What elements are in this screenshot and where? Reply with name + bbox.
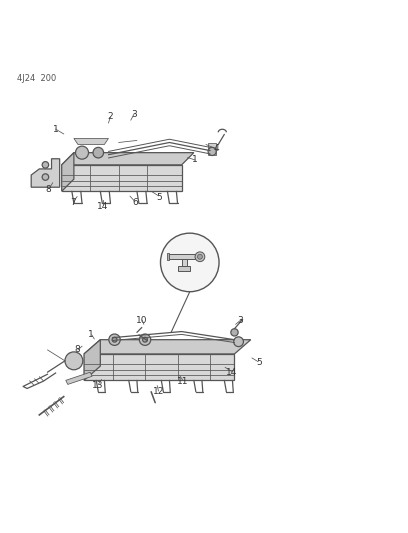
Polygon shape <box>182 259 186 265</box>
Polygon shape <box>62 165 182 191</box>
Text: 14: 14 <box>226 368 237 377</box>
Polygon shape <box>167 254 169 260</box>
Circle shape <box>231 329 238 336</box>
Circle shape <box>208 147 216 156</box>
Text: 10: 10 <box>136 316 148 325</box>
Text: 6: 6 <box>132 198 138 207</box>
Text: 5: 5 <box>156 193 162 202</box>
Text: 13: 13 <box>92 381 103 390</box>
Circle shape <box>143 337 147 342</box>
Text: 3: 3 <box>131 109 137 118</box>
Circle shape <box>75 146 89 159</box>
Text: 4: 4 <box>213 144 219 153</box>
Text: 8: 8 <box>46 185 51 193</box>
Circle shape <box>93 147 104 158</box>
Polygon shape <box>66 372 92 384</box>
Text: 1: 1 <box>53 125 58 134</box>
Circle shape <box>195 252 205 262</box>
Text: 12: 12 <box>153 387 164 396</box>
Polygon shape <box>65 353 83 369</box>
Text: 3: 3 <box>238 316 244 325</box>
Polygon shape <box>208 143 216 156</box>
Polygon shape <box>62 152 194 165</box>
Circle shape <box>112 337 117 342</box>
Polygon shape <box>169 254 195 259</box>
Polygon shape <box>178 265 190 271</box>
Text: 7: 7 <box>70 198 76 207</box>
Text: 4J24  200: 4J24 200 <box>17 74 56 83</box>
Text: 1: 1 <box>88 330 94 340</box>
Polygon shape <box>84 340 251 354</box>
Circle shape <box>42 174 49 180</box>
Circle shape <box>140 334 151 345</box>
Text: 8: 8 <box>74 345 80 354</box>
Circle shape <box>42 161 49 168</box>
Text: 14: 14 <box>97 202 108 211</box>
Text: 5: 5 <box>256 358 262 367</box>
Text: 2: 2 <box>108 112 113 122</box>
Polygon shape <box>31 159 60 187</box>
Circle shape <box>160 233 219 292</box>
Circle shape <box>197 254 202 259</box>
Text: 1: 1 <box>192 156 198 165</box>
Polygon shape <box>84 354 235 381</box>
Circle shape <box>65 352 83 370</box>
Polygon shape <box>62 152 74 191</box>
Text: 9: 9 <box>195 275 201 284</box>
Polygon shape <box>84 340 100 381</box>
Polygon shape <box>74 139 109 144</box>
Circle shape <box>109 334 120 345</box>
Circle shape <box>234 337 244 346</box>
Text: 11: 11 <box>177 377 188 386</box>
